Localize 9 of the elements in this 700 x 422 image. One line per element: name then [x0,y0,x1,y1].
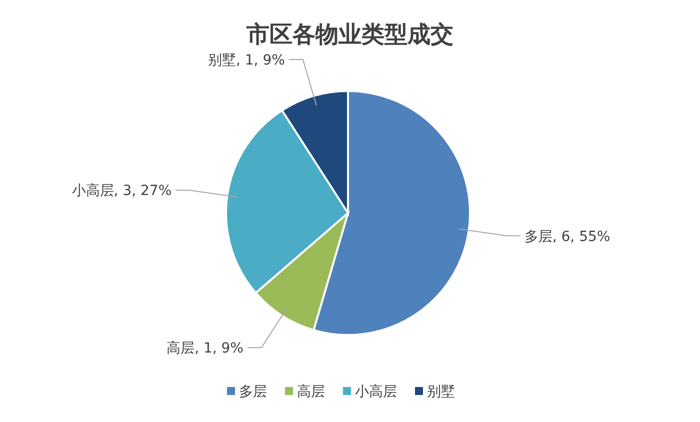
data-label: 高层, 1, 9% [166,340,244,357]
data-label: 多层, 6, 55% [524,228,610,245]
legend-label: 多层 [239,384,267,400]
legend-label: 别墅 [427,384,455,400]
data-label: 小高层, 3, 27% [72,183,172,200]
legend-label: 高层 [297,384,325,400]
legend-label: 小高层 [355,384,397,400]
data-label: 别墅, 1, 9% [208,52,285,68]
chart-title: 市区各物业类型成交 [246,21,454,48]
